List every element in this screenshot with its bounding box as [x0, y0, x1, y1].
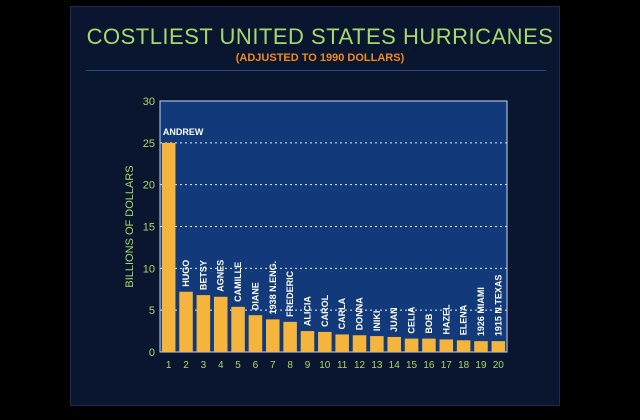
bar	[248, 315, 263, 352]
y-tick-label: 20	[143, 180, 155, 192]
plot-border	[159, 100, 508, 353]
x-tick-label: 16	[423, 360, 435, 371]
bar-label: 1926 MIAMI	[476, 287, 486, 336]
x-tick-label: 1	[166, 360, 172, 371]
x-tick-label: 15	[406, 360, 418, 371]
chart-subtitle: (ADJUSTED TO 1990 DOLLARS)	[235, 52, 405, 64]
chart-title: COSTLIEST UNITED STATES HURRICANES	[86, 24, 554, 49]
bar	[161, 142, 176, 352]
bar-label: 1938 N.ENG.	[268, 261, 278, 315]
y-tick-label: 10	[143, 263, 155, 275]
x-tick-label: 9	[305, 360, 311, 371]
x-tick-label: 18	[458, 360, 470, 371]
bar-label: CELIA	[407, 306, 417, 334]
y-tick-label: 25	[143, 138, 155, 150]
bar-label: DIANE	[250, 282, 260, 310]
y-axis-title: BILLIONS OF DOLLARS	[124, 165, 136, 287]
bar	[404, 338, 419, 352]
x-tick-label: 3	[201, 360, 207, 371]
bar-label: BOB	[424, 313, 434, 334]
bar	[318, 331, 332, 352]
x-tick-label: 17	[441, 360, 453, 371]
bar	[456, 340, 471, 352]
x-tick-label: 4	[218, 360, 224, 371]
y-tick-label: 0	[149, 347, 155, 359]
bar	[387, 336, 401, 352]
bar	[439, 339, 454, 352]
bar-label: BETSY	[198, 260, 208, 290]
bar	[491, 341, 506, 352]
bar-label: INIKI	[372, 311, 382, 332]
x-tick-label: 12	[354, 360, 366, 371]
bar-label: JUAN	[389, 307, 399, 332]
x-tick-label: 13	[371, 360, 383, 371]
bar-label: CAROL	[320, 294, 330, 326]
plot-area	[160, 101, 507, 352]
bar-label: HUGO	[181, 260, 191, 287]
x-tick-label: 10	[319, 360, 331, 371]
x-tick-label: 11	[337, 360, 348, 371]
x-tick-label: 20	[493, 360, 505, 371]
bar-label: 1915 N.TEXAS	[493, 275, 503, 337]
bar-label: ELENA	[459, 304, 469, 335]
bar-label: HAZEL	[441, 304, 451, 334]
bar-label: DONNA	[355, 297, 365, 330]
title-divider	[86, 70, 546, 71]
bar	[370, 336, 384, 352]
y-tick-label: 15	[143, 222, 155, 234]
y-tick-label: 5	[149, 305, 155, 317]
bar-label: ANDREW	[163, 127, 204, 137]
bar	[231, 306, 245, 352]
y-tick-label: 30	[143, 96, 155, 108]
bar	[266, 319, 280, 352]
bar	[196, 295, 211, 352]
bar	[422, 338, 436, 352]
bar-label: CAMILLE	[233, 262, 243, 302]
bar-label: FREDERIC	[285, 270, 295, 317]
x-tick-label: 19	[475, 360, 487, 371]
bar	[283, 321, 297, 352]
bar	[335, 334, 349, 352]
bar	[474, 341, 488, 352]
bar	[352, 335, 367, 352]
bar-label: AGNES	[216, 260, 226, 292]
bar	[179, 291, 193, 352]
x-tick-label: 14	[389, 360, 401, 371]
bar-label: ALICIA	[302, 296, 312, 326]
bar	[300, 331, 315, 352]
x-tick-label: 2	[183, 360, 189, 371]
x-tick-label: 5	[235, 360, 241, 371]
x-tick-label: 7	[270, 360, 276, 371]
x-tick-label: 8	[287, 360, 293, 371]
x-tick-label: 6	[253, 360, 259, 371]
bar-label: CARLA	[337, 297, 347, 329]
bar	[213, 296, 228, 352]
